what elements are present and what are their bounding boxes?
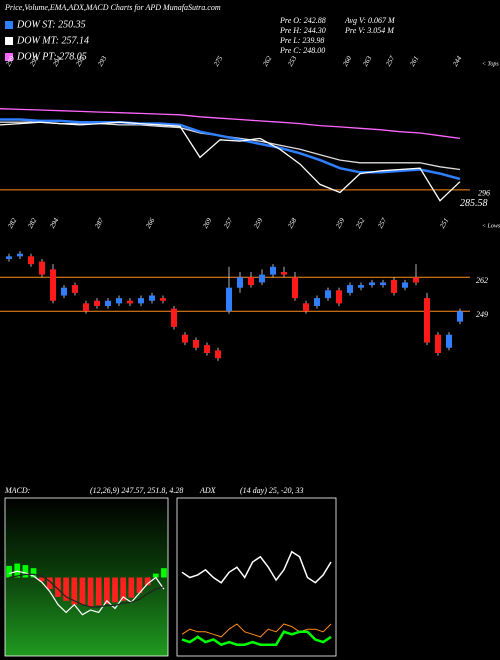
candle-body	[17, 253, 23, 257]
candle-body	[457, 311, 463, 322]
candle-body	[193, 339, 199, 348]
candle-body	[6, 256, 12, 259]
candle-body	[226, 287, 232, 312]
stat: Pre V: 3.054 M	[344, 26, 395, 35]
histogram-bar	[112, 577, 118, 603]
candle-body	[39, 261, 45, 275]
candle-body	[94, 300, 100, 306]
series-line	[8, 573, 165, 608]
series-line	[8, 570, 165, 616]
histogram-bar	[14, 563, 21, 578]
legend-swatch	[5, 21, 13, 29]
candle-body	[292, 277, 298, 299]
histogram-bar	[161, 568, 167, 578]
candle-body	[303, 303, 309, 312]
candle-body	[138, 298, 144, 304]
panel-params: (12,26,9) 247.57, 251.8, 4.28	[90, 486, 183, 495]
legend-swatch	[5, 53, 13, 61]
y-tick-label: 249	[476, 310, 488, 319]
panel-label: MACD:	[4, 486, 31, 495]
candle-body	[358, 285, 364, 288]
histogram-bar	[152, 573, 159, 578]
candle-body	[380, 282, 386, 286]
page-title: Price,Volume,EMA,ADX,MACD Charts for APD…	[4, 3, 221, 12]
stat: Avg V: 0.067 M	[344, 16, 396, 25]
candle-body	[424, 298, 430, 343]
histogram-bar	[104, 577, 110, 604]
candle-body	[259, 274, 265, 283]
stat: Pre O: 242.88	[279, 16, 326, 25]
histogram-bar	[46, 577, 53, 590]
series-line	[0, 121, 461, 202]
candle-body	[402, 282, 408, 288]
candle-body	[61, 287, 67, 296]
histogram-bar	[87, 577, 94, 607]
histogram-bar	[120, 577, 127, 601]
series-line	[181, 630, 332, 647]
candle-body	[270, 266, 276, 275]
legend-label: DOW MT: 257.14	[16, 35, 89, 46]
histogram-bar	[38, 577, 45, 582]
histogram-bar	[144, 577, 151, 586]
candle-body	[160, 298, 166, 301]
candle-body	[391, 279, 397, 293]
histogram-bar	[22, 565, 29, 578]
candle-body	[127, 300, 133, 304]
series-line	[0, 108, 461, 140]
stat: Pre H: 244.30	[279, 26, 326, 35]
candle-body	[149, 295, 155, 301]
histogram-bar	[55, 577, 61, 597]
histogram-bar	[79, 577, 86, 605]
last-price-label: 285.58	[460, 198, 488, 209]
candle-body	[347, 285, 353, 293]
candle-body	[28, 256, 34, 265]
histogram-bar	[30, 568, 37, 578]
series-line	[181, 623, 332, 638]
candle-body	[50, 269, 56, 301]
candle-body	[116, 298, 122, 304]
corner-label: < Tops	[482, 61, 499, 67]
candle-body	[325, 290, 331, 299]
series-line	[0, 118, 461, 181]
macd-panel	[4, 497, 169, 657]
candle-body	[336, 290, 342, 304]
y-tick-label: 296	[478, 189, 490, 198]
candle-body	[83, 303, 89, 312]
histogram-bar	[63, 577, 69, 601]
candle-body	[248, 277, 254, 286]
histogram-bar	[71, 577, 78, 605]
candle-body	[413, 277, 419, 283]
candle-body	[72, 285, 78, 293]
histogram-bar	[6, 565, 12, 578]
candle-body	[182, 334, 188, 343]
candle-body	[171, 308, 177, 327]
candle-body	[314, 298, 320, 306]
corner-label: < Lows	[482, 223, 500, 229]
series-line	[181, 550, 332, 584]
candle-body	[105, 300, 111, 306]
stat: Pre C: 248.00	[279, 46, 325, 55]
candle-body	[204, 345, 210, 353]
stat: Pre L: 239.98	[279, 36, 324, 45]
legend-label: DOW PT: 278.05	[16, 51, 87, 62]
panel-params: (14 day) 25, -20, 33	[240, 486, 304, 495]
histogram-bar	[136, 577, 143, 593]
candle-body	[435, 334, 441, 353]
y-tick-label: 262	[476, 276, 488, 285]
histogram-bar	[128, 577, 135, 598]
candle-body	[215, 350, 221, 359]
candle-body	[369, 282, 375, 286]
candle-body	[237, 277, 243, 288]
panel-label: ADX	[199, 486, 217, 495]
legend-label: DOW ST: 250.35	[16, 19, 86, 30]
candle-body	[281, 272, 287, 275]
histogram-bar	[95, 577, 102, 606]
candle-body	[446, 334, 452, 348]
legend-swatch	[5, 37, 13, 45]
